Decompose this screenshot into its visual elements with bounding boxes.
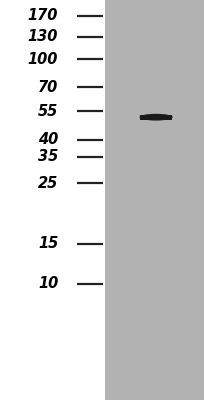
- Text: 15: 15: [38, 236, 58, 252]
- Text: 170: 170: [28, 8, 58, 24]
- Text: 130: 130: [28, 29, 58, 44]
- Text: 55: 55: [38, 104, 58, 119]
- Text: 40: 40: [38, 132, 58, 148]
- Ellipse shape: [140, 114, 173, 120]
- Text: 25: 25: [38, 176, 58, 191]
- Text: 70: 70: [38, 80, 58, 95]
- Text: 35: 35: [38, 149, 58, 164]
- Bar: [140, 114, 172, 120]
- Text: 100: 100: [28, 52, 58, 67]
- Bar: [105, 0, 204, 400]
- Text: 10: 10: [38, 276, 58, 292]
